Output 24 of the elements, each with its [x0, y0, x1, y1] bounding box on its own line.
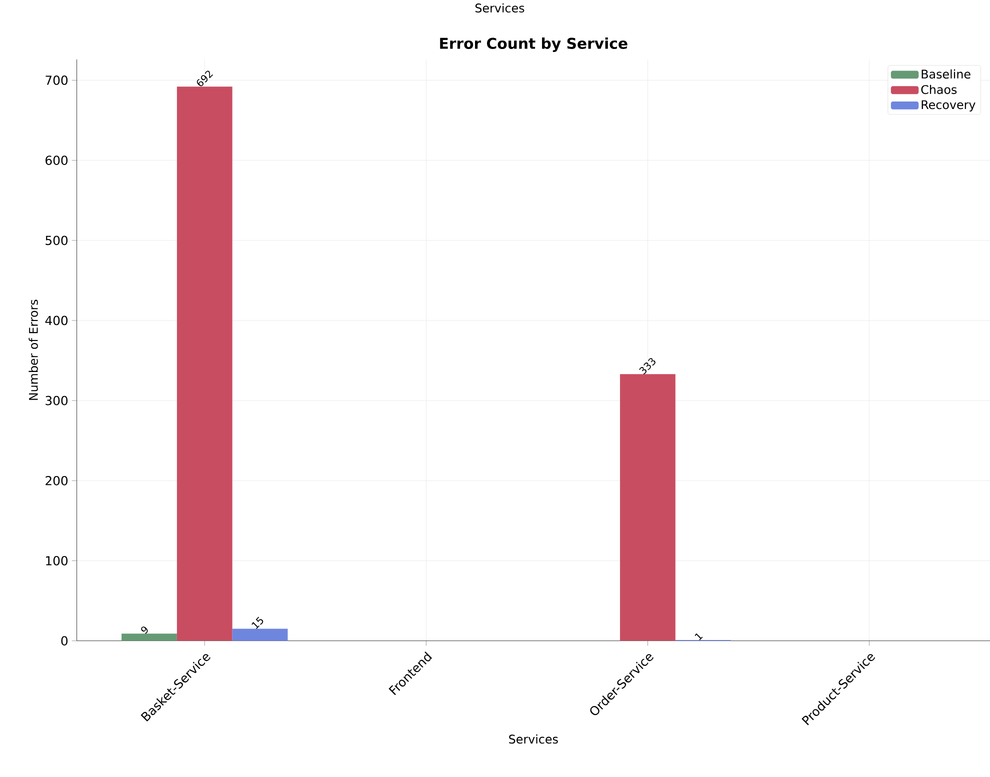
y-tick-label: 0: [61, 636, 68, 646]
y-axis-title: Number of Errors: [28, 300, 38, 400]
legend-label: Recovery: [922, 100, 976, 112]
y-tick-label: 500: [46, 236, 68, 246]
legend-label: Chaos: [921, 85, 957, 94]
x-axis-title: Services: [509, 734, 558, 744]
data-label: 692: [196, 70, 213, 86]
y-tick-label: 200: [46, 476, 68, 486]
legend-label: Baseline: [922, 70, 970, 79]
y-tick-label: 700: [46, 76, 68, 86]
y-tick-label: 300: [46, 396, 68, 406]
y-tick-label: 100: [46, 556, 68, 566]
y-tick-label: 400: [45, 316, 68, 326]
text: Services: [475, 4, 524, 13]
data-label: 333: [639, 358, 656, 375]
bar: [176, 86, 232, 642]
bar: [122, 634, 177, 642]
bar: [620, 374, 676, 642]
data-label: 15: [252, 617, 264, 630]
data-label: 9: [141, 626, 148, 634]
y-tick-label: 600: [46, 156, 68, 166]
data-label: 1: [694, 634, 703, 641]
chart-title: Error Count by Service: [440, 38, 628, 52]
bar: [232, 629, 288, 642]
